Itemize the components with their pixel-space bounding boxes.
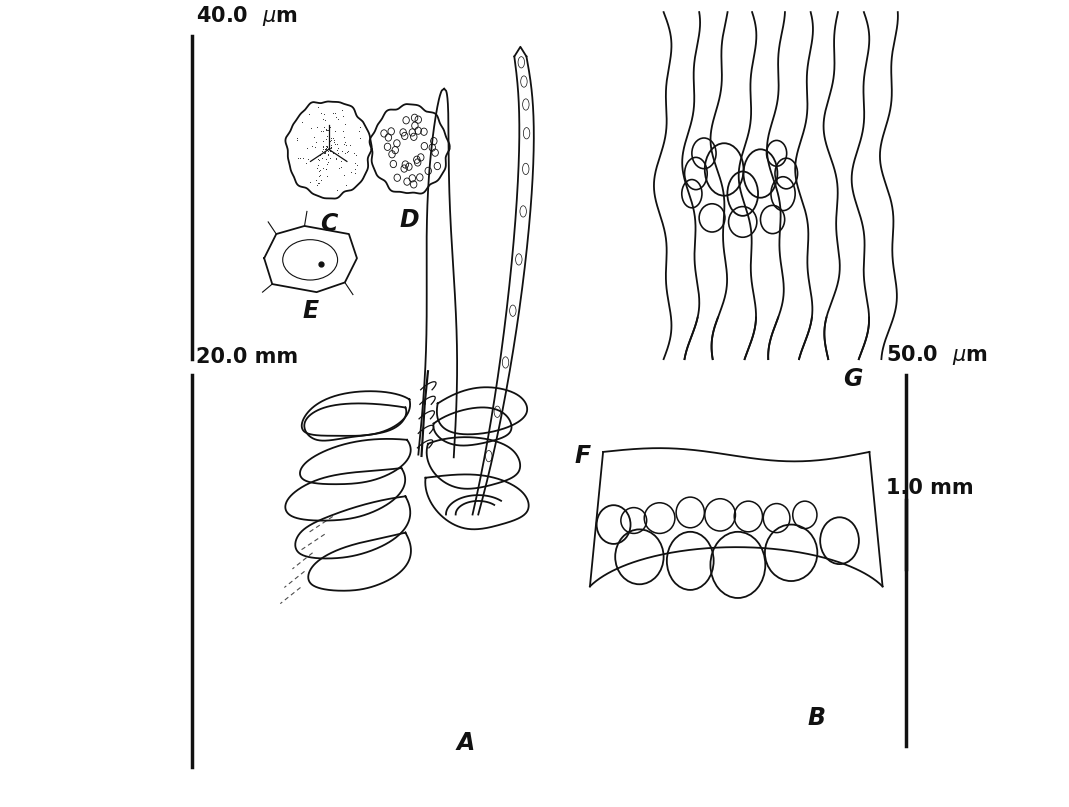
Text: B: B bbox=[808, 706, 826, 730]
Text: A: A bbox=[456, 730, 475, 755]
Text: 50.0  $\mu$m: 50.0 $\mu$m bbox=[885, 343, 987, 367]
Text: 20.0 mm: 20.0 mm bbox=[196, 347, 297, 367]
Text: E: E bbox=[303, 299, 319, 323]
Text: D: D bbox=[400, 208, 419, 232]
Text: F: F bbox=[575, 444, 591, 468]
Text: 1.0 mm: 1.0 mm bbox=[885, 479, 973, 498]
Text: 40.0  $\mu$m: 40.0 $\mu$m bbox=[196, 4, 297, 28]
Text: C: C bbox=[320, 212, 338, 236]
Text: G: G bbox=[843, 367, 863, 391]
